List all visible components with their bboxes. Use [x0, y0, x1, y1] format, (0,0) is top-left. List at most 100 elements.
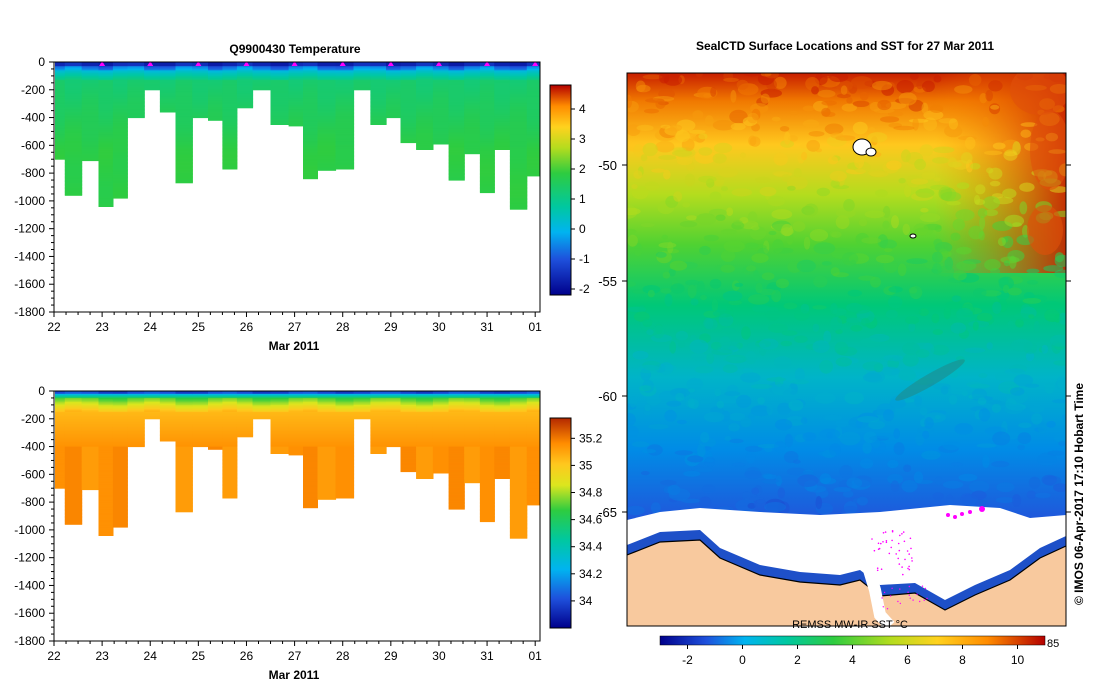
- x-tick-label: 28: [336, 320, 350, 334]
- x-tick-label: 24: [144, 320, 158, 334]
- heard-island: [909, 233, 917, 239]
- track-point: [885, 540, 888, 542]
- track-point: [880, 568, 883, 570]
- track-point: [908, 568, 911, 571]
- profile-marker: [435, 62, 442, 66]
- y-tick-label: -1000: [14, 194, 45, 208]
- track-point: [886, 608, 889, 610]
- colorbar-tick-label: -2: [579, 282, 590, 296]
- y-tick-label: -1600: [14, 606, 45, 620]
- x-tick-label: 23: [95, 649, 109, 663]
- x-tick-label: 25: [192, 649, 206, 663]
- y-tick-label: -1800: [14, 305, 45, 319]
- salinity-profiles: [55, 391, 540, 539]
- track-point: [960, 512, 964, 516]
- track-point: [902, 531, 905, 533]
- colorbar-tick-label: 34.8: [579, 486, 603, 500]
- track-point: [906, 550, 909, 552]
- temperature-panel: Q9900430 Temperature 22 23 24 25 26 27 28 29 30 3…: [14, 42, 590, 353]
- sst-colorbar-tick-label: 0: [739, 653, 746, 667]
- track-point: [909, 537, 912, 540]
- track-point: [919, 600, 921, 603]
- colorbar-tick-label: 34.6: [579, 513, 603, 527]
- sst-product-label: REMSS MW-IR SST °C: [792, 619, 908, 631]
- track-point: [903, 540, 906, 543]
- track-point: [908, 585, 910, 588]
- y-tick-label: -1200: [14, 222, 45, 236]
- x-tick-label: 30: [432, 649, 446, 663]
- salinity-colorbar: [549, 417, 572, 629]
- temperature-colorbar: [549, 84, 572, 296]
- temperature-axes: 22 23 24 25 26 27 28 29 30 31 01 0 -200 -400 -600 -800 -…: [14, 55, 542, 334]
- lat-tick-label: -65: [598, 505, 617, 520]
- coastline: [627, 539, 1066, 611]
- x-tick-label: 22: [47, 649, 61, 663]
- track-point: [897, 557, 899, 560]
- track-point: [909, 597, 911, 599]
- track-point: [899, 588, 901, 590]
- front-streak: [895, 359, 965, 401]
- track-point: [871, 538, 873, 540]
- y-tick-label: 0: [38, 55, 45, 69]
- colorbar-tick-label: 1: [579, 192, 586, 206]
- track-point: [891, 539, 893, 542]
- salinity-panel: 22 23 24 25 26 27 28 29 30 31 01 0 -200 -400 -600 -800 -…: [14, 384, 602, 682]
- y-tick-label: -1600: [14, 277, 45, 291]
- sst-texture: [627, 73, 1066, 518]
- track-point: [877, 542, 880, 545]
- track-point: [923, 599, 925, 601]
- track-point: [891, 587, 893, 589]
- warm-eddy: [1030, 110, 1066, 190]
- track-point: [885, 541, 888, 544]
- x-tick-label: 27: [288, 649, 302, 663]
- sst-map: [627, 73, 1066, 626]
- profile-marker: [291, 62, 298, 66]
- track-point: [908, 553, 910, 555]
- salinity-xlabel: Mar 2011: [269, 668, 320, 682]
- track-point: [889, 595, 892, 597]
- track-latest-point: [979, 506, 985, 512]
- imos-credit: © IMOS 06-Apr-2017 17:10 Hobart Time: [1072, 383, 1086, 605]
- x-tick-label: 25: [192, 320, 206, 334]
- profile-marker: [532, 62, 539, 66]
- lat-tick-label: -60: [598, 389, 617, 404]
- track-point: [882, 532, 885, 534]
- track-point: [883, 591, 886, 594]
- profile-marker: [484, 62, 491, 66]
- track-point: [882, 541, 884, 543]
- x-tick-label: 31: [480, 649, 494, 663]
- profile-marker: [243, 62, 250, 66]
- y-tick-label: -1400: [14, 578, 45, 592]
- y-tick-label: -600: [21, 138, 45, 152]
- profile-marker: [339, 62, 346, 66]
- map-frame: [626, 72, 1067, 627]
- track-point: [890, 546, 892, 549]
- y-tick-label: -1200: [14, 551, 45, 565]
- track-point: [884, 531, 887, 533]
- track-point: [880, 542, 882, 545]
- track-point: [899, 534, 901, 537]
- track-point: [908, 565, 910, 568]
- colorbar-tick-label: 0: [579, 222, 586, 236]
- track-point: [926, 597, 928, 600]
- sst-colorbar-end-label: 85: [1047, 638, 1059, 650]
- track-point: [901, 566, 903, 568]
- track-point: [882, 606, 884, 608]
- track-point: [888, 552, 891, 555]
- y-tick-label: -400: [21, 440, 45, 454]
- track-point: [878, 547, 881, 550]
- colorbar-tick-label: 34: [579, 594, 593, 608]
- salinity-colorbar-ticks: 35.2 35 34.8 34.6 34.4 34.2 34: [571, 431, 603, 608]
- colorbar-tick-label: 35: [579, 458, 593, 472]
- y-tick-label: -200: [21, 83, 45, 97]
- colorbar-tick-label: 34.2: [579, 567, 603, 581]
- track-point: [902, 573, 904, 576]
- colorbar-tick-label: 35.2: [579, 431, 603, 445]
- track-point: [968, 510, 972, 514]
- sst-colorbar: [659, 635, 1046, 646]
- x-tick-label: 26: [240, 649, 254, 663]
- track-point: [898, 549, 901, 552]
- x-tick-label: 26: [240, 320, 254, 334]
- x-tick-label: 22: [47, 320, 61, 334]
